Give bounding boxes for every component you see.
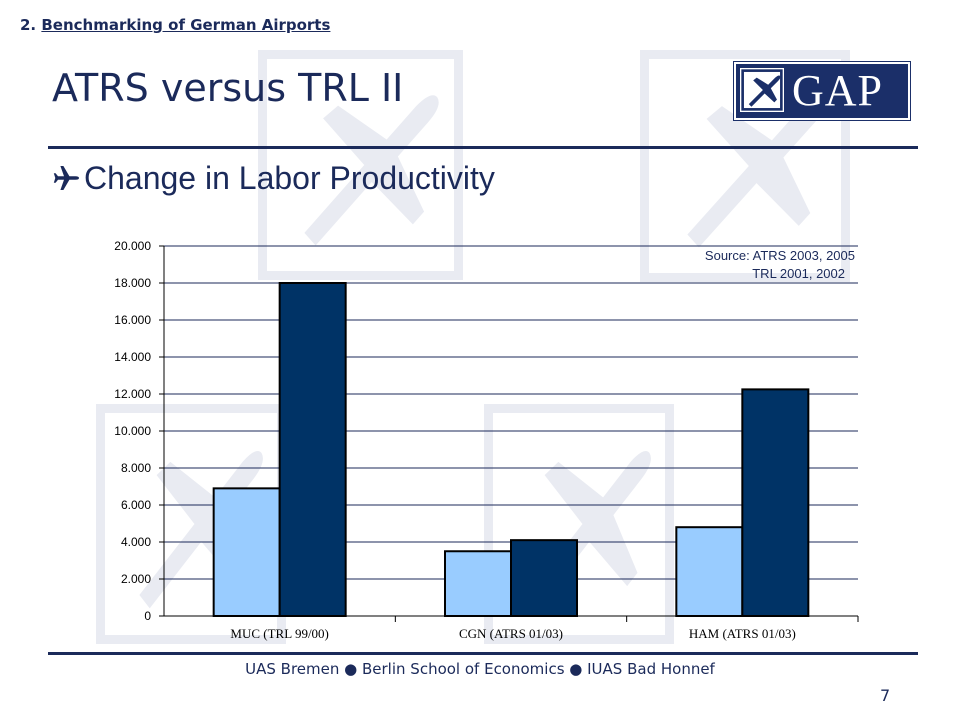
bar [278, 282, 347, 617]
source-annotation: TRL 2001, 2002 [752, 266, 845, 281]
y-tick-label: 0 [144, 609, 151, 623]
bar [444, 550, 512, 617]
y-tick-label: 18.000 [114, 276, 151, 290]
section-number: 2. [20, 16, 37, 34]
y-tick-label: 12.000 [114, 387, 151, 401]
section-heading: 2. Benchmarking of German Airports [20, 16, 330, 34]
page-title: ATRS versus TRL II [52, 66, 404, 110]
source-annotation: Source: ATRS 2003, 2005 [705, 248, 855, 263]
x-tick-label: HAM (ATRS 01/03) [689, 626, 796, 641]
bar [675, 526, 744, 618]
page-number: 7 [880, 686, 891, 705]
bar [212, 487, 281, 618]
gap-logo: GAP [734, 62, 910, 120]
header-divider [48, 146, 918, 149]
subtitle-text: Change in Labor Productivity [84, 160, 495, 196]
y-tick-label: 14.000 [114, 350, 151, 364]
bar [510, 539, 578, 618]
footer-divider [48, 652, 918, 655]
y-tick-label: 4.000 [121, 535, 151, 549]
subtitle: Change in Labor Productivity [52, 160, 495, 197]
airplane-bullet-icon [52, 163, 82, 193]
airplane-icon [740, 68, 784, 112]
y-tick-label: 6.000 [121, 498, 151, 512]
logo-text: GAP [792, 66, 884, 115]
footer-institutions: UAS Bremen ● Berlin School of Economics … [245, 660, 715, 678]
y-tick-label: 10.000 [114, 424, 151, 438]
section-title-link[interactable]: Benchmarking of German Airports [41, 16, 331, 34]
y-tick-label: 20.000 [114, 239, 151, 253]
x-tick-label: MUC (TRL 99/00) [230, 626, 328, 641]
y-tick-label: 8.000 [121, 461, 151, 475]
watermark-plane-icon [640, 50, 850, 282]
watermark-plane-icon [258, 50, 463, 280]
y-tick-label: 2.000 [121, 572, 151, 586]
x-tick-label: CGN (ATRS 01/03) [459, 626, 563, 641]
bar [741, 388, 810, 617]
y-tick-label: 16.000 [114, 313, 151, 327]
